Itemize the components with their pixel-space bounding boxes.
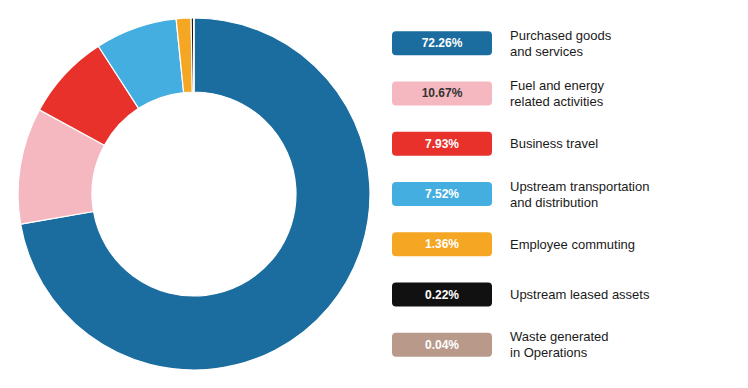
svg-text:Business travel: Business travel [510, 136, 598, 151]
svg-text:1.36%: 1.36% [425, 237, 459, 251]
svg-text:in Operations: in Operations [510, 345, 588, 360]
svg-text:and services: and services [510, 44, 583, 59]
svg-text:7.93%: 7.93% [425, 137, 459, 151]
svg-text:Fuel and energy: Fuel and energy [510, 78, 604, 93]
svg-text:and distribution: and distribution [510, 195, 598, 210]
svg-text:Waste generated: Waste generated [510, 329, 609, 344]
svg-text:Employee commuting: Employee commuting [510, 237, 635, 252]
svg-text:Upstream leased assets: Upstream leased assets [510, 287, 650, 302]
svg-text:10.67%: 10.67% [422, 86, 463, 100]
svg-text:related activities: related activities [510, 94, 604, 109]
svg-text:0.04%: 0.04% [425, 338, 459, 352]
svg-text:0.22%: 0.22% [425, 288, 459, 302]
svg-text:Upstream transportation: Upstream transportation [510, 179, 649, 194]
svg-text:Purchased goods: Purchased goods [510, 28, 612, 43]
svg-text:72.26%: 72.26% [422, 36, 463, 50]
svg-text:7.52%: 7.52% [425, 187, 459, 201]
